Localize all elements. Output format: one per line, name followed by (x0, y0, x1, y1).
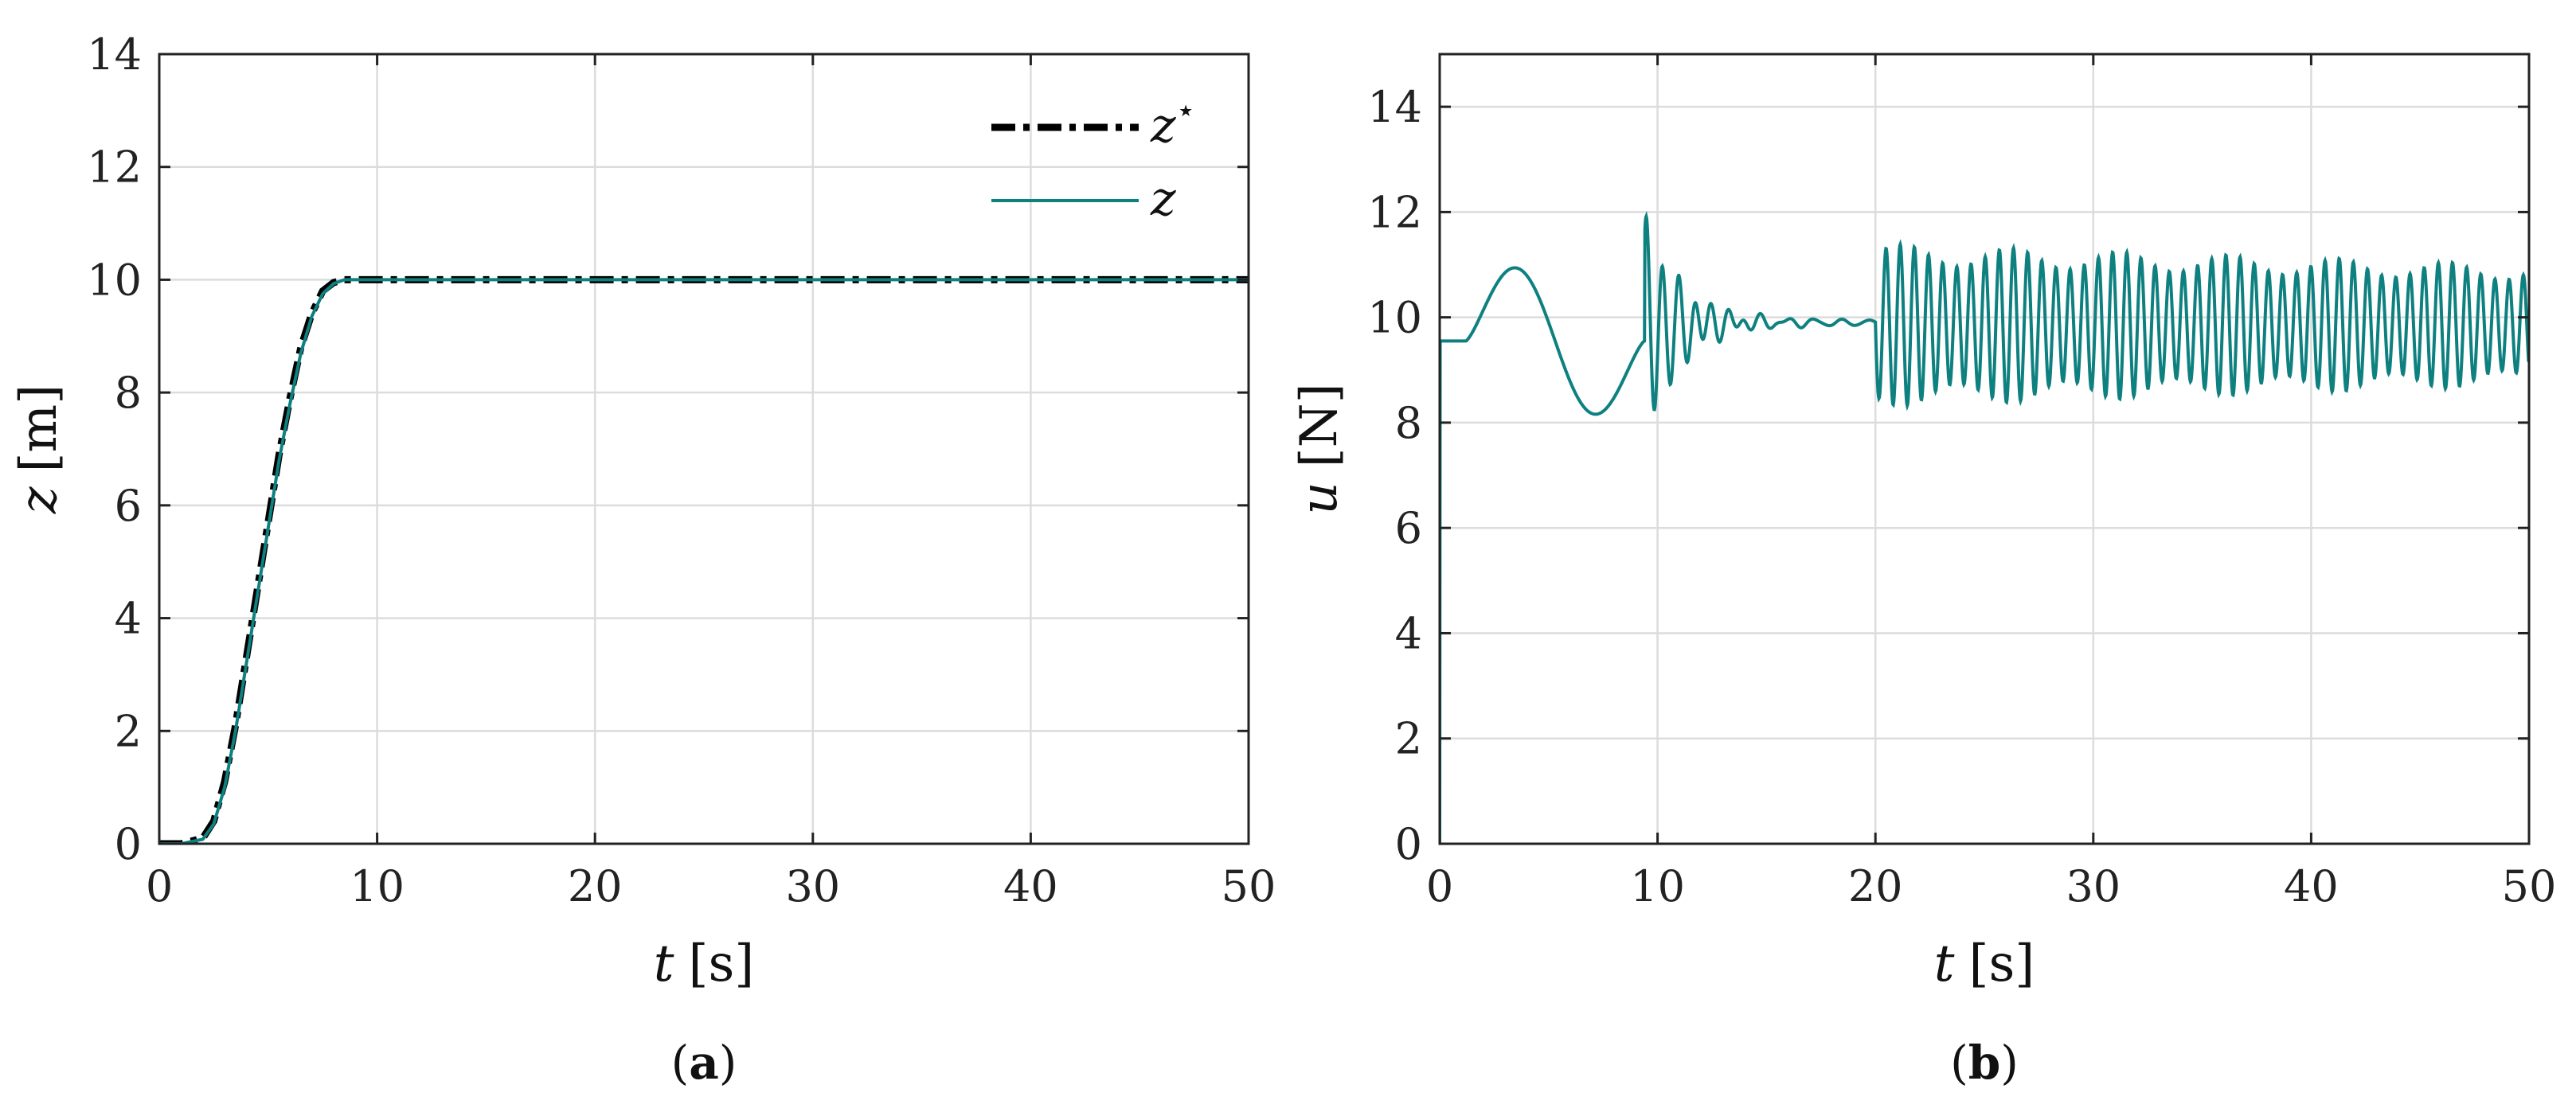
b-ytick-label: 0 (1395, 819, 1422, 869)
panel-b-ylabel-symbol: u (1290, 482, 1349, 514)
panel-b-caption-letter: b (1968, 1036, 2001, 1090)
panel-a-ticks: 0 10 20 30 40 50 0 2 4 6 8 10 12 14 (87, 29, 1276, 911)
a-xtick-label: 0 (146, 861, 173, 911)
b-ytick-label: 6 (1395, 503, 1422, 553)
panel-a-caption-letter: a (689, 1036, 719, 1090)
panel-b-ylabel-unit: [N] (1290, 383, 1349, 467)
a-ytick-label: 12 (87, 142, 142, 193)
panel-b-grid (1440, 54, 2529, 844)
a-xtick-label: 30 (785, 861, 840, 911)
a-ytick-label: 2 (115, 706, 142, 756)
b-ytick-label: 8 (1395, 398, 1422, 448)
panel-a-xlabel-symbol: t (654, 935, 674, 993)
panel-a-frame (158, 53, 1250, 845)
series-line-u (1440, 211, 2529, 844)
panel-b-lines (1440, 211, 2529, 844)
panel-a: 0 10 20 30 40 50 0 2 4 6 8 10 12 14 z⋆ z t [s] z [m] (a) (10, 29, 1276, 1090)
legend-label-z: z (1150, 171, 1176, 227)
series-line-z (159, 278, 1249, 844)
b-xtick-label: 20 (1848, 861, 1903, 911)
b-ytick-label: 12 (1367, 187, 1422, 237)
a-ytick-label: 10 (87, 255, 142, 305)
b-ytick-label: 2 (1395, 714, 1422, 764)
a-xtick-label: 40 (1003, 861, 1058, 911)
b-xtick-label: 10 (1630, 861, 1685, 911)
a-ytick-label: 8 (115, 368, 142, 418)
panel-a-legend: z⋆ z (991, 92, 1196, 227)
a-xtick-label: 10 (350, 861, 405, 911)
b-ytick-label: 4 (1395, 608, 1422, 658)
panel-b-caption: (b) (1950, 1036, 2019, 1090)
b-xtick-label: 40 (2284, 861, 2339, 911)
panel-b-xlabel-symbol: t (1934, 935, 1955, 993)
panel-a-xlabel: t [s] (654, 935, 755, 993)
panel-a-ylabel: z [m] (10, 384, 68, 514)
b-ytick-label: 14 (1367, 82, 1422, 132)
a-xtick-label: 50 (1222, 861, 1276, 911)
legend-label-z-star: z⋆ (1150, 92, 1196, 154)
b-xtick-label: 30 (2066, 861, 2121, 911)
panel-a-ylabel-symbol: z (10, 486, 68, 514)
panel-b-ylabel: u [N] (1290, 383, 1349, 514)
panel-b-xlabel: t [s] (1934, 935, 2035, 993)
a-ytick-label: 6 (115, 481, 142, 531)
panel-b-frame (1438, 53, 2531, 845)
panel-a-grid (159, 54, 1249, 844)
panel-a-ylabel-unit: [m] (10, 384, 68, 473)
series-line-z-star (159, 275, 1249, 844)
a-ytick-label: 14 (87, 29, 142, 80)
panel-a-xlabel-unit: [s] (688, 935, 754, 993)
b-ytick-label: 10 (1367, 293, 1422, 343)
panel-b-xlabel-unit: [s] (1968, 935, 2035, 993)
a-ytick-label: 0 (115, 819, 142, 869)
a-xtick-label: 20 (568, 861, 623, 911)
b-xtick-label: 50 (2502, 861, 2557, 911)
panel-a-caption: (a) (671, 1036, 737, 1090)
panel-a-lines (159, 275, 1249, 844)
a-ytick-label: 4 (115, 594, 142, 644)
b-xtick-label: 0 (1426, 861, 1453, 911)
panel-b: 0 10 20 30 40 50 0 2 4 6 8 10 12 14 t [s] u [N] (b) (1290, 53, 2556, 1090)
panel-b-ticks: 0 10 20 30 40 50 0 2 4 6 8 10 12 14 (1367, 54, 2556, 911)
